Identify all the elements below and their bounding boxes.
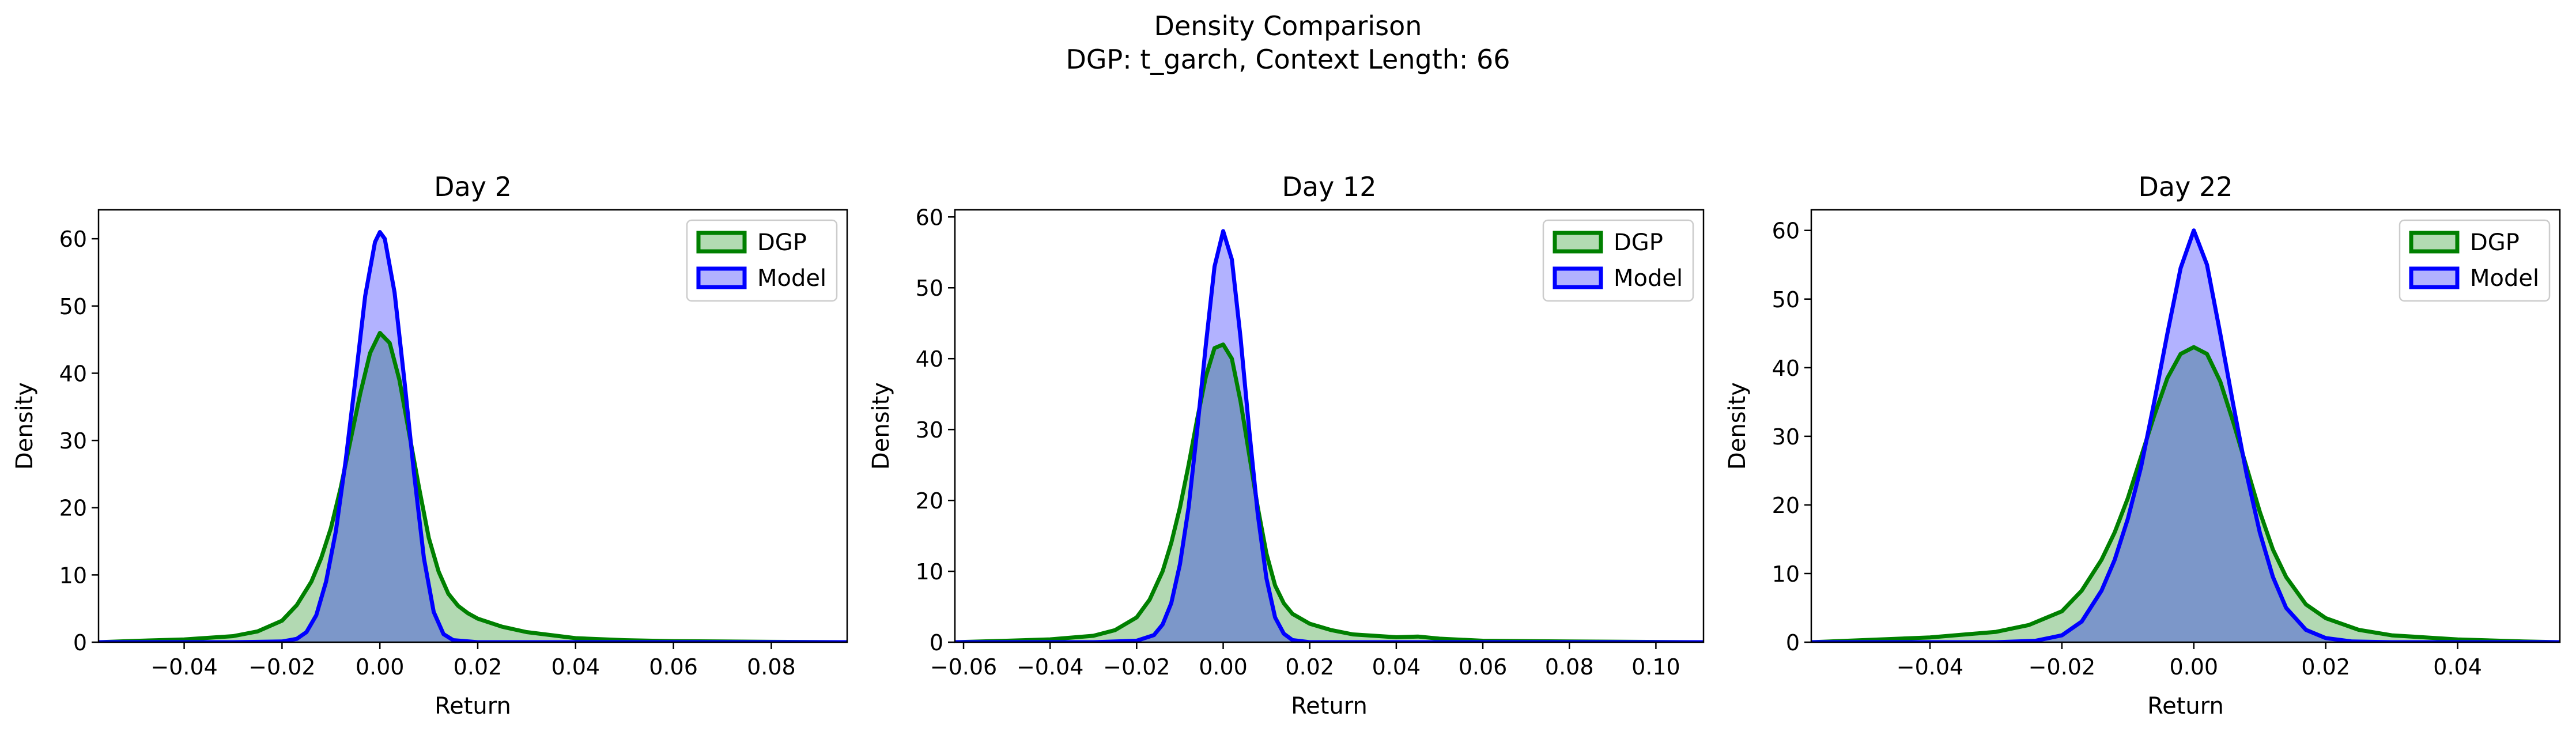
legend-swatch-model	[696, 266, 747, 289]
y-tick-label: 20	[1772, 493, 1800, 518]
x-axis-label: Return	[1291, 693, 1368, 719]
chart-panel-2: −0.06 −0.04 −0.02 0.00 0.02 0.04 0.06 0.08 0.10 0…	[868, 171, 1705, 719]
y-tick-label: 30	[59, 428, 87, 454]
x-tick-label: 0.08	[1545, 654, 1594, 680]
series-area-dgp	[955, 344, 1704, 642]
x-tick-label: 0.02	[2301, 654, 2350, 680]
x-tick-label: 0.02	[1285, 654, 1334, 680]
legend: DGP Model	[686, 219, 838, 302]
legend-label-model: Model	[757, 265, 826, 292]
x-tick-label: 0.08	[747, 654, 796, 680]
series-line-dgp	[99, 331, 847, 642]
legend: DGP Model	[2399, 219, 2551, 302]
x-tick-label: 0.00	[356, 654, 405, 680]
x-tick-label: 0.06	[1459, 654, 1508, 680]
x-tick-label: 0.00	[1199, 654, 1248, 680]
legend-label-dgp: DGP	[757, 229, 807, 256]
legend: DGP Model	[1542, 219, 1694, 302]
x-tick-label: −0.04	[1897, 654, 1963, 680]
y-tick-label: 30	[1772, 424, 1800, 450]
series-area-model	[1811, 230, 2560, 642]
figure-subtitle: DGP: t_garch, Context Length: 66	[1066, 44, 1510, 75]
figure-main-title: Density Comparison	[1154, 10, 1422, 42]
x-tick-label: 0.04	[1372, 654, 1421, 680]
y-tick-label: 0	[73, 630, 87, 655]
legend-label-dgp: DGP	[1614, 229, 1663, 256]
x-tick-label: −0.04	[150, 654, 217, 680]
y-tick-label: 0	[930, 630, 943, 655]
x-axis-label: Return	[435, 693, 511, 719]
x-tick-label: −0.02	[2029, 654, 2095, 680]
panel-title: Day 12	[1282, 171, 1377, 202]
series-line-model	[1811, 228, 2560, 642]
series-line-model	[955, 229, 1704, 642]
legend-label-dgp: DGP	[2470, 229, 2520, 256]
y-tick-label: 40	[59, 361, 87, 386]
y-tick-label: 50	[916, 276, 943, 301]
legend-label-model: Model	[2470, 265, 2539, 292]
y-axis-label: Density	[1724, 382, 1751, 470]
series-line-model	[99, 230, 847, 642]
x-tick-label: −0.04	[1017, 654, 1083, 680]
y-tick-label: 20	[59, 496, 87, 521]
figure-title: Density Comparison DGP: t_garch, Context…	[0, 9, 2576, 76]
x-tick-label: −0.06	[930, 654, 997, 680]
x-tick-label: 0.04	[2433, 654, 2482, 680]
x-tick-label: −0.02	[248, 654, 315, 680]
x-tick-label: 0.06	[649, 654, 698, 680]
legend-swatch-dgp	[1553, 231, 1603, 254]
y-axis-label: Density	[12, 382, 38, 470]
y-tick-label: 40	[1772, 356, 1800, 381]
panel-title: Day 2	[434, 171, 512, 202]
x-tick-label: 0.04	[551, 654, 600, 680]
series-line-dgp	[1811, 345, 2560, 642]
y-tick-label: 10	[1772, 561, 1800, 587]
y-tick-label: 50	[1772, 287, 1800, 312]
legend-swatch-model	[1553, 266, 1603, 289]
y-tick-label: 50	[59, 294, 87, 319]
series-line-dgp	[955, 342, 1704, 642]
axes-frame	[97, 209, 848, 643]
y-tick-label: 30	[916, 417, 943, 443]
panel-title: Day 22	[2139, 171, 2233, 202]
y-tick-label: 10	[59, 563, 87, 588]
legend-swatch-dgp	[2409, 231, 2460, 254]
series-area-dgp	[99, 333, 847, 642]
x-tick-label: 0.10	[1631, 654, 1680, 680]
axes-frame	[954, 209, 1705, 643]
y-tick-label: 60	[916, 205, 943, 230]
x-tick-label: 0.00	[2170, 654, 2219, 680]
y-tick-label: 60	[1772, 218, 1800, 244]
x-axis-label: Return	[2147, 693, 2224, 719]
y-axis-label: Density	[868, 382, 894, 470]
y-tick-label: 40	[916, 346, 943, 372]
y-tick-label: 60	[59, 227, 87, 252]
y-tick-label: 10	[916, 559, 943, 585]
series-area-dgp	[1811, 347, 2560, 642]
x-tick-label: 0.02	[454, 654, 503, 680]
legend-swatch-dgp	[696, 231, 747, 254]
chart-panel-1: −0.04 −0.02 0.00 0.02 0.04 0.06 0.08 0 10 20 30 40 5…	[12, 171, 848, 719]
chart-panel-3: −0.04 −0.02 0.00 0.02 0.04 0 10 20 30 40 50 60 Day 2…	[1724, 171, 2561, 719]
x-tick-label: −0.02	[1103, 654, 1170, 680]
y-tick-label: 0	[1786, 630, 1800, 655]
y-tick-label: 20	[916, 488, 943, 514]
legend-swatch-model	[2409, 266, 2460, 289]
axes-frame	[1810, 209, 2561, 643]
legend-label-model: Model	[1614, 265, 1683, 292]
